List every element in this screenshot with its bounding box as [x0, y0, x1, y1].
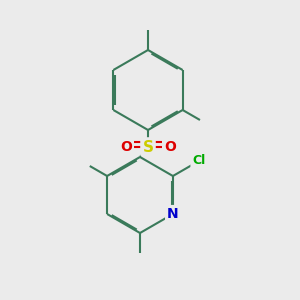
- Text: Cl: Cl: [192, 154, 206, 167]
- Text: O: O: [120, 140, 132, 154]
- Text: O: O: [164, 140, 176, 154]
- Text: S: S: [142, 140, 154, 154]
- Text: N: N: [167, 207, 179, 221]
